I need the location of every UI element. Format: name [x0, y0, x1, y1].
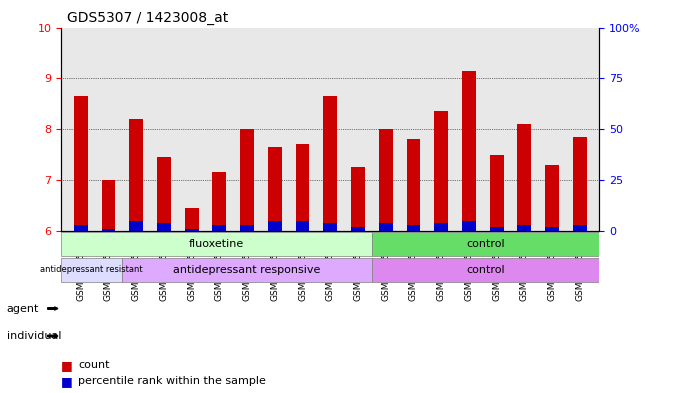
Bar	[74, 96, 88, 231]
Text: control: control	[466, 265, 505, 275]
Bar	[101, 229, 115, 231]
Bar	[490, 154, 504, 231]
Bar	[379, 222, 393, 231]
Text: agent: agent	[7, 303, 39, 314]
Bar	[490, 227, 504, 231]
Bar	[212, 172, 226, 231]
Bar	[129, 119, 143, 231]
Bar	[323, 96, 337, 231]
Text: individual: individual	[7, 331, 61, 341]
Bar	[185, 229, 199, 231]
Bar	[573, 137, 587, 231]
Bar	[518, 225, 531, 231]
Bar	[268, 220, 282, 231]
Bar	[296, 220, 309, 231]
Bar	[157, 222, 171, 231]
Bar	[129, 220, 143, 231]
Text: antidepressant resistant: antidepressant resistant	[40, 265, 143, 274]
Text: ■: ■	[61, 375, 73, 388]
Bar	[462, 220, 476, 231]
Bar	[240, 225, 254, 231]
Bar	[573, 225, 587, 231]
Bar	[545, 227, 559, 231]
FancyBboxPatch shape	[123, 258, 372, 282]
Bar	[268, 147, 282, 231]
Bar	[379, 129, 393, 231]
Bar	[545, 165, 559, 231]
Text: percentile rank within the sample: percentile rank within the sample	[78, 376, 266, 386]
FancyBboxPatch shape	[61, 258, 123, 282]
Text: control: control	[466, 239, 505, 249]
Bar	[74, 225, 88, 231]
Text: count: count	[78, 360, 110, 371]
Bar	[462, 71, 476, 231]
Bar	[518, 124, 531, 231]
Bar	[407, 225, 420, 231]
FancyBboxPatch shape	[372, 258, 599, 282]
Bar	[101, 180, 115, 231]
Bar	[240, 129, 254, 231]
Text: GDS5307 / 1423008_at: GDS5307 / 1423008_at	[67, 11, 228, 25]
Text: antidepressant responsive: antidepressant responsive	[174, 265, 321, 275]
Text: fluoxetine: fluoxetine	[189, 239, 244, 249]
Bar	[323, 222, 337, 231]
Bar	[157, 157, 171, 231]
FancyBboxPatch shape	[372, 232, 599, 255]
Text: ■: ■	[61, 359, 73, 372]
FancyBboxPatch shape	[61, 232, 372, 255]
Bar	[296, 144, 309, 231]
Bar	[351, 227, 365, 231]
Bar	[185, 208, 199, 231]
Bar	[212, 225, 226, 231]
Bar	[434, 222, 448, 231]
Bar	[407, 139, 420, 231]
Bar	[351, 167, 365, 231]
Bar	[434, 111, 448, 231]
